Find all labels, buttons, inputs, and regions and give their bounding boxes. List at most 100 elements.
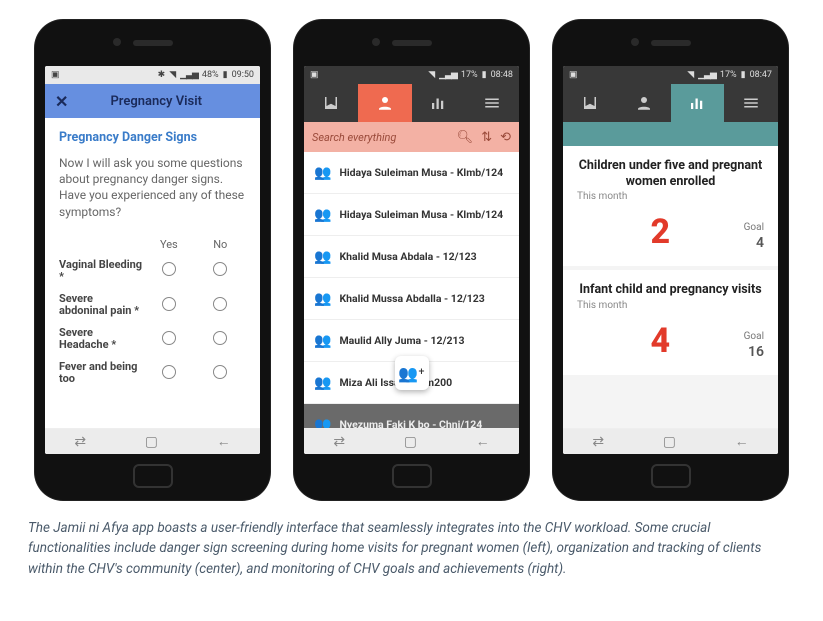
targets-body: Children under five and pregnant women e… (563, 146, 778, 428)
page-title: Pregnancy Visit (78, 94, 250, 109)
bluetooth-icon: ✱ (158, 70, 166, 80)
radio-yes[interactable] (162, 331, 176, 345)
radio-yes[interactable] (162, 262, 176, 276)
tab-people[interactable] (358, 84, 412, 122)
phone-pregnancy-visit: ▣ ✱ ◥ ▁▃▅ 48% ▮ 09:50 ✕ Pregnancy Visit … (35, 20, 270, 500)
family-icon: 👥 (314, 333, 331, 349)
wifi-icon: ◥ (169, 70, 176, 80)
recent-apps-icon[interactable]: ⇄ (74, 434, 86, 450)
battery-pct: 17% (720, 70, 737, 80)
family-icon: 👥 (314, 417, 331, 429)
contact-item[interactable]: 👥Khalid Mussa Abdalla - 12/123 (304, 278, 519, 320)
recent-apps-icon[interactable]: ⇄ (592, 434, 604, 450)
battery-icon: ▮ (741, 70, 746, 80)
tab-analytics[interactable] (412, 84, 466, 122)
tab-analytics[interactable] (671, 84, 725, 122)
radio-yes[interactable] (162, 365, 176, 379)
section-intro: Now I will ask you some questions about … (59, 155, 246, 220)
battery-pct: 17% (461, 70, 478, 80)
radio-no[interactable] (213, 365, 227, 379)
notif-icon: ▣ (569, 70, 578, 80)
signal-icon: ▁▃▅ (698, 70, 716, 80)
column-no: No (195, 238, 246, 251)
signal-icon: ▁▃▅ (180, 70, 198, 80)
caption-lead: The (28, 520, 53, 536)
tab-menu[interactable] (724, 84, 778, 122)
close-icon[interactable]: ✕ (55, 92, 68, 111)
search-bar: Search everything 🔍︎ ⇅ ⟲ (304, 122, 519, 152)
family-icon: 👥 (314, 375, 331, 391)
form-body: Pregnancy Danger Signs Now I will ask yo… (45, 118, 260, 428)
tab-tasks[interactable] (304, 84, 358, 122)
radio-yes[interactable] (162, 297, 176, 311)
tab-bar (304, 84, 519, 122)
phones-row: ▣ ✱ ◥ ▁▃▅ 48% ▮ 09:50 ✕ Pregnancy Visit … (0, 0, 823, 510)
section-title: Pregnancy Danger Signs (59, 130, 246, 145)
clock: 09:50 (232, 70, 254, 80)
clock: 08:47 (750, 70, 772, 80)
phone-targets: ▣ ◥ ▁▃▅ 17% ▮ 08:47 Children under five … (553, 20, 788, 500)
status-bar: ▣ ◥ ▁▃▅ 17% ▮ 08:48 (304, 66, 519, 84)
card-goal: Goal16 (744, 330, 764, 361)
question-row: Fever and being too (59, 361, 246, 385)
wifi-icon: ◥ (687, 70, 694, 80)
search-input[interactable]: Search everything (312, 131, 449, 144)
target-card: Infant child and pregnancy visitsThis mo… (563, 270, 778, 375)
tab-tasks[interactable] (563, 84, 617, 122)
signal-icon: ▁▃▅ (439, 70, 457, 80)
add-person-button[interactable]: 👥⁺ (395, 356, 429, 390)
teal-banner (563, 122, 778, 146)
home-icon[interactable]: ▢ (145, 434, 158, 450)
recent-apps-icon[interactable]: ⇄ (333, 434, 345, 450)
android-nav: ⇄ ▢ ← (45, 428, 260, 454)
home-icon[interactable]: ▢ (663, 434, 676, 450)
card-subtitle: This month (577, 300, 764, 311)
question-row: Severe abdoninal pain * (59, 293, 246, 317)
back-icon[interactable]: ← (735, 433, 749, 450)
battery-icon: ▮ (223, 70, 228, 80)
target-card: Children under five and pregnant women e… (563, 146, 778, 266)
battery-pct: 48% (202, 70, 219, 80)
search-icon[interactable]: 🔍︎ (457, 130, 474, 145)
tab-bar (563, 84, 778, 122)
app-header: ✕ Pregnancy Visit (45, 84, 260, 118)
back-icon[interactable]: ← (217, 433, 231, 450)
home-icon[interactable]: ▢ (404, 434, 417, 450)
card-value: 2 (577, 212, 744, 252)
battery-icon: ▮ (482, 70, 487, 80)
contact-item[interactable]: 👥Hidaya Suleiman Musa - Klmb/124 (304, 194, 519, 236)
tab-people[interactable] (617, 84, 671, 122)
contact-item[interactable]: 👥 Hidaya Suleiman Musa - Klmb/124 (304, 152, 519, 194)
android-nav: ⇄ ▢ ← (563, 428, 778, 454)
phone-contacts: ▣ ◥ ▁▃▅ 17% ▮ 08:48 Search everything 🔍︎… (294, 20, 529, 500)
radio-no[interactable] (213, 297, 227, 311)
family-icon: 👥 (314, 249, 331, 265)
android-nav: ⇄ ▢ ← (304, 428, 519, 454)
status-bar: ▣ ◥ ▁▃▅ 17% ▮ 08:47 (563, 66, 778, 84)
caption: The Jamii ni Afya app boasts a user-frie… (0, 510, 823, 597)
card-title: Children under five and pregnant women e… (577, 158, 764, 189)
radio-no[interactable] (213, 331, 227, 345)
tab-menu[interactable] (465, 84, 519, 122)
question-label: Severe Headache * (59, 327, 143, 351)
question-label: Severe abdoninal pain * (59, 293, 143, 317)
question-label: Vaginal Bleeding * (59, 259, 143, 283)
refresh-icon[interactable]: ⟲ (500, 130, 511, 145)
contact-item[interactable]: 👥Nyezuma Faki K bo - Chnj/124 (304, 404, 519, 428)
family-icon: 👥 (314, 165, 331, 181)
contact-name: Hidaya Suleiman Musa - Klmb/124 (339, 208, 503, 221)
status-bar: ▣ ✱ ◥ ▁▃▅ 48% ▮ 09:50 (45, 66, 260, 84)
contact-name: Maulid Ally Juma - 12/213 (339, 334, 464, 347)
question-row: Vaginal Bleeding * (59, 259, 246, 283)
column-yes: Yes (143, 238, 194, 251)
sort-icon[interactable]: ⇅ (481, 130, 492, 145)
caption-app-name: Jamii ni Afya (53, 520, 129, 536)
contact-item[interactable]: 👥 Khalid Musa Abdala - 12/123 (304, 236, 519, 278)
card-subtitle: This month (577, 191, 764, 202)
contact-name: Hidaya Suleiman Musa - Klmb/124 (339, 166, 503, 179)
back-icon[interactable]: ← (476, 433, 490, 450)
contact-name: Khalid Musa Abdala - 12/123 (339, 250, 476, 263)
card-goal: Goal4 (744, 221, 764, 252)
radio-no[interactable] (213, 262, 227, 276)
question-row: Severe Headache * (59, 327, 246, 351)
